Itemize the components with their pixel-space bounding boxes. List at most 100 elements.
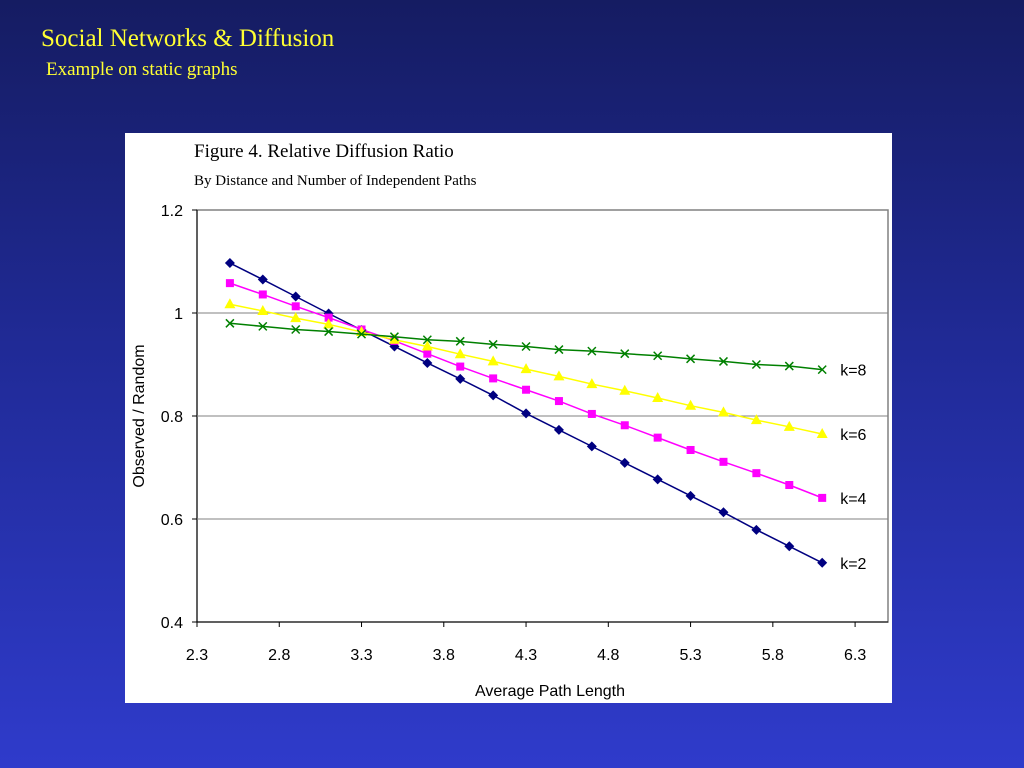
x-axis-label: Average Path Length bbox=[475, 683, 625, 700]
data-point bbox=[257, 274, 268, 285]
data-point bbox=[685, 490, 696, 501]
data-point bbox=[224, 298, 236, 309]
x-tick-label: 3.8 bbox=[433, 647, 455, 664]
data-point bbox=[554, 345, 564, 355]
data-point bbox=[718, 356, 729, 366]
data-point bbox=[225, 318, 235, 328]
y-tick-label: 0.4 bbox=[161, 615, 183, 632]
series-k-6: k=6 bbox=[224, 298, 867, 444]
data-point bbox=[652, 474, 663, 485]
data-point bbox=[816, 428, 828, 439]
series-k-4: k=4 bbox=[225, 279, 867, 508]
data-point bbox=[258, 321, 268, 331]
data-point bbox=[291, 324, 301, 335]
y-tick-label: 0.6 bbox=[161, 512, 183, 529]
data-point bbox=[817, 557, 828, 568]
data-point bbox=[619, 457, 630, 468]
data-point bbox=[751, 524, 762, 535]
data-point bbox=[455, 336, 465, 346]
data-point bbox=[553, 370, 565, 381]
data-point bbox=[783, 420, 795, 431]
series-label: k=8 bbox=[840, 363, 866, 380]
plot-area: 0.4 0.6 0.8 1 1.2 2.3 2.8 3.3 3.8 4.3 4.8 5.3 5.8 6.3… bbox=[161, 203, 889, 664]
y-axis-label: Observed / Random bbox=[131, 344, 148, 487]
data-point bbox=[258, 290, 267, 299]
chart: Figure 4. Relative Diffusion Ratio By Di… bbox=[131, 141, 889, 700]
data-point bbox=[521, 341, 531, 352]
data-point bbox=[685, 399, 697, 410]
data-point bbox=[422, 335, 432, 345]
data-point bbox=[489, 374, 498, 383]
data-point bbox=[356, 329, 367, 339]
data-point bbox=[456, 362, 465, 371]
data-point bbox=[653, 433, 662, 442]
data-point bbox=[291, 302, 300, 311]
chart-panel: Figure 4. Relative Diffusion Ratio By Di… bbox=[125, 133, 892, 703]
data-point bbox=[718, 507, 729, 518]
data-point bbox=[752, 469, 761, 478]
y-tick-label: 1 bbox=[174, 306, 183, 323]
data-point bbox=[784, 361, 794, 371]
data-point bbox=[290, 312, 302, 323]
series-label: k=4 bbox=[840, 491, 866, 508]
y-tick-label: 1.2 bbox=[161, 203, 183, 220]
data-point bbox=[750, 414, 762, 425]
data-point bbox=[686, 354, 696, 364]
data-point bbox=[455, 373, 466, 384]
data-point bbox=[290, 291, 301, 302]
x-tick-label: 5.8 bbox=[762, 647, 784, 664]
x-tick-label: 4.3 bbox=[515, 647, 537, 664]
x-tick-label: 4.8 bbox=[597, 647, 619, 664]
data-point bbox=[586, 441, 597, 452]
chart-subtitle: By Distance and Number of Independent Pa… bbox=[194, 173, 477, 189]
data-point bbox=[652, 391, 664, 402]
slide-title: Social Networks & Diffusion bbox=[41, 25, 335, 52]
data-point bbox=[454, 348, 466, 359]
data-point bbox=[553, 424, 564, 435]
data-point bbox=[389, 332, 399, 342]
data-point bbox=[388, 333, 400, 344]
x-tick-label: 2.8 bbox=[268, 647, 290, 664]
x-tick-label: 5.3 bbox=[679, 647, 701, 664]
data-point bbox=[686, 445, 695, 454]
chart-title: Figure 4. Relative Diffusion Ratio bbox=[194, 141, 454, 162]
data-point bbox=[586, 378, 598, 389]
data-point bbox=[751, 359, 761, 370]
x-tick-label: 3.3 bbox=[350, 647, 372, 664]
data-point bbox=[488, 390, 499, 401]
x-tick-label: 2.3 bbox=[186, 647, 208, 664]
data-point bbox=[817, 365, 827, 375]
data-point bbox=[521, 408, 532, 419]
x-tick-label: 6.3 bbox=[844, 647, 866, 664]
data-point bbox=[257, 304, 269, 315]
data-point bbox=[587, 346, 597, 356]
data-point bbox=[324, 313, 333, 322]
data-point bbox=[620, 421, 629, 430]
y-tick-label: 0.8 bbox=[161, 409, 183, 426]
slide-subtitle: Example on static graphs bbox=[46, 59, 238, 80]
data-point bbox=[423, 349, 432, 358]
data-point bbox=[323, 318, 335, 329]
data-point bbox=[818, 493, 827, 502]
data-point bbox=[520, 363, 532, 374]
data-point bbox=[785, 481, 794, 490]
data-point bbox=[224, 258, 235, 269]
data-point bbox=[653, 351, 663, 361]
data-point bbox=[422, 357, 433, 368]
series-label: k=6 bbox=[840, 427, 866, 444]
data-point bbox=[323, 308, 334, 319]
data-point bbox=[619, 384, 631, 395]
series-k-2: k=2 bbox=[224, 258, 867, 573]
data-point bbox=[554, 397, 563, 406]
data-point bbox=[324, 327, 334, 337]
data-point bbox=[620, 349, 630, 359]
data-point bbox=[421, 340, 433, 351]
data-point bbox=[488, 339, 498, 349]
data-point bbox=[487, 355, 499, 366]
data-point bbox=[225, 279, 234, 288]
data-point bbox=[784, 541, 795, 552]
data-point bbox=[587, 409, 596, 418]
series-k-8: k=8 bbox=[225, 318, 867, 380]
data-point bbox=[717, 406, 729, 417]
data-point bbox=[522, 385, 531, 394]
